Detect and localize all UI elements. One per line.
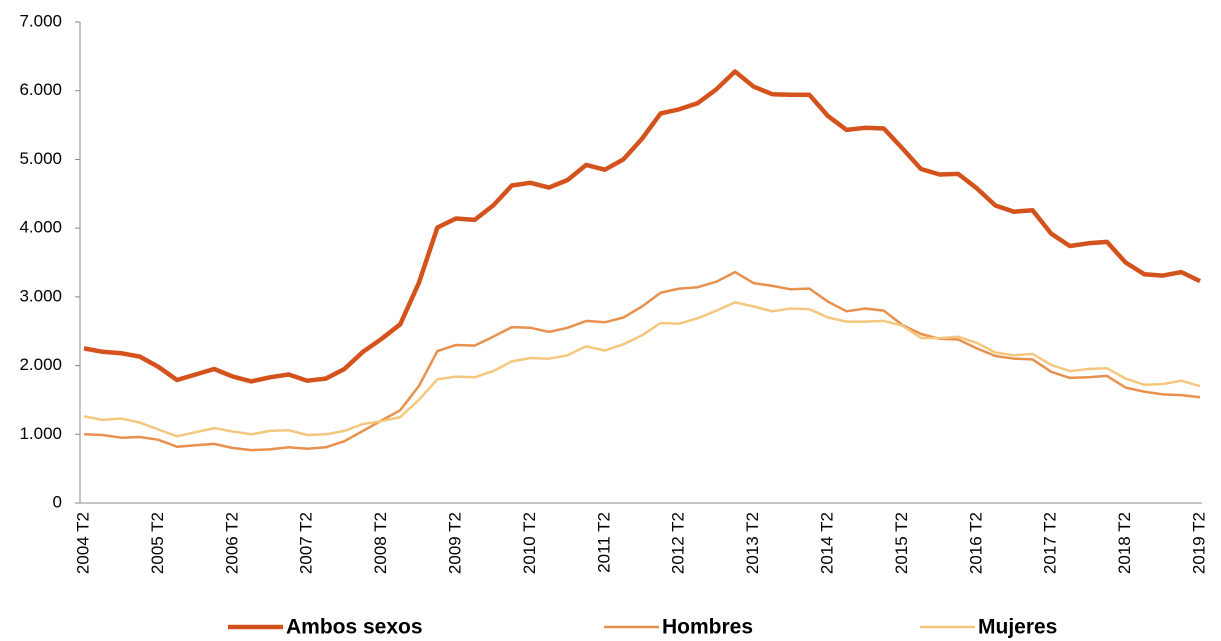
y-tick-label: 4.000 [19, 218, 62, 237]
y-tick-label: 6.000 [19, 80, 62, 99]
series-line [83, 301, 1201, 438]
x-tick-label: 2014 T2 [817, 512, 836, 574]
y-tick-label: 7.000 [19, 11, 62, 30]
x-tick-label: 2011 T2 [594, 512, 613, 573]
y-tick-label: 5.000 [19, 149, 62, 168]
x-tick-label: 2015 T2 [892, 512, 911, 574]
series-line [83, 270, 1201, 452]
x-tick-label: 2010 T2 [520, 512, 539, 574]
x-tick-label: 2019 T2 [1189, 512, 1208, 574]
x-tick-label: 2006 T2 [222, 512, 241, 574]
x-tick-label: 2016 T2 [966, 512, 985, 574]
x-tick-label: 2005 T2 [148, 512, 167, 574]
x-tick-label: 2017 T2 [1041, 512, 1060, 574]
x-tick-label: 2009 T2 [445, 512, 464, 574]
x-tick-label: 2018 T2 [1115, 512, 1134, 574]
x-tick-label: 2013 T2 [743, 512, 762, 574]
x-tick-label: 2008 T2 [371, 512, 390, 574]
x-tick-label: 2012 T2 [669, 512, 688, 574]
y-tick-label: 3.000 [19, 286, 62, 305]
legend-label: Hombres [662, 616, 753, 639]
x-tick-label: 2007 T2 [297, 512, 316, 574]
y-tick-label: 0 [53, 492, 62, 511]
y-tick-label: 2.000 [19, 355, 62, 374]
legend-label: Ambos sexos [286, 616, 423, 639]
y-tick-label: 1.000 [19, 424, 62, 443]
legend-label: Mujeres [978, 616, 1057, 639]
series-line [83, 69, 1201, 384]
x-tick-label: 2004 T2 [73, 512, 92, 574]
